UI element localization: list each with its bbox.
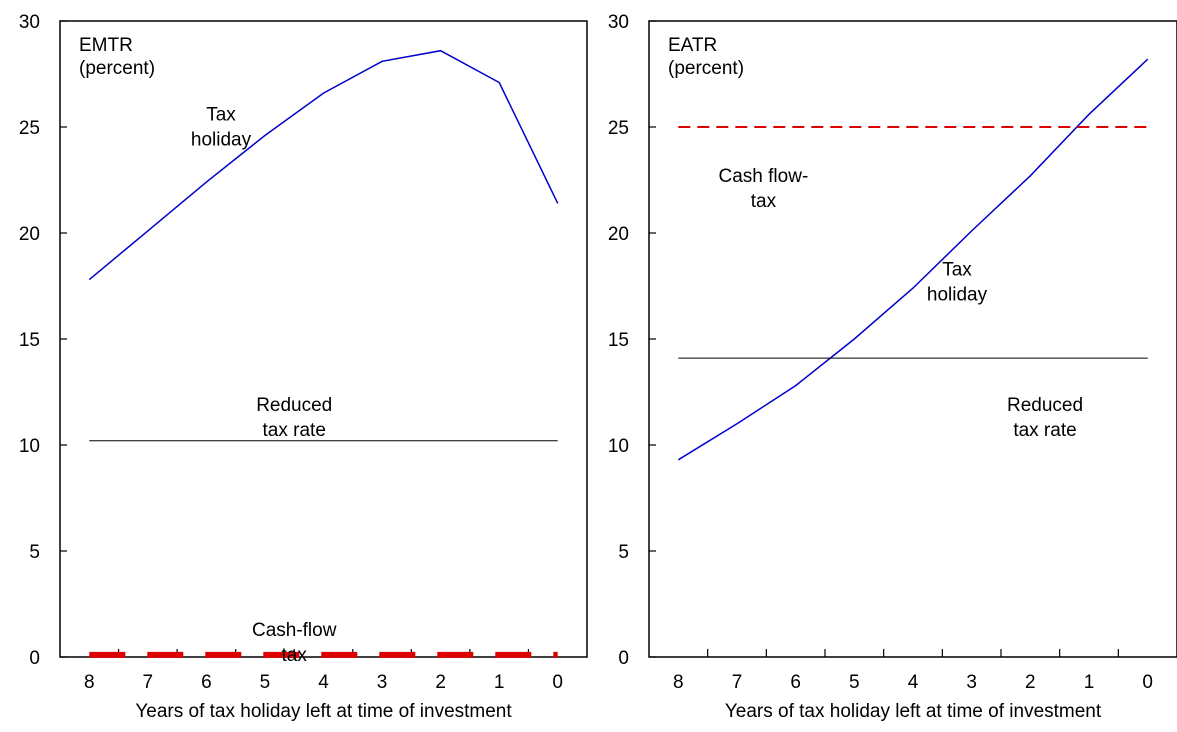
y-tick-label: 30 <box>19 12 40 33</box>
x-tick-label: 0 <box>1142 672 1153 693</box>
y-axis-label: EATR <box>668 35 717 56</box>
y-tick-label: 20 <box>19 224 40 245</box>
y-axis-label: (percent) <box>668 58 744 79</box>
annotation-label: tax <box>282 645 308 666</box>
x-axis-label: Years of tax holiday left at time of inv… <box>135 701 512 722</box>
x-tick-label: 8 <box>84 672 95 693</box>
x-tick-label: 3 <box>966 672 977 693</box>
annotation-label: Tax <box>942 259 972 280</box>
y-tick-label: 15 <box>608 330 629 351</box>
x-tick-label: 0 <box>552 672 563 693</box>
plot-frame <box>648 20 1177 658</box>
x-tick-label: 5 <box>260 672 271 693</box>
x-tick-label: 1 <box>494 672 505 693</box>
annotation-label: tax rate <box>263 420 326 441</box>
y-axis-label: (percent) <box>79 58 155 79</box>
x-tick-label: 7 <box>732 672 743 693</box>
x-tick-label: 4 <box>318 672 329 693</box>
x-tick-label: 2 <box>435 672 446 693</box>
annotation-label: tax rate <box>1013 420 1076 441</box>
series-line-tax-holiday <box>88 49 559 281</box>
annotation-label: Reduced <box>1007 395 1083 416</box>
x-tick-label: 5 <box>849 672 860 693</box>
annotation-label: tax <box>751 191 777 212</box>
y-tick-label: 10 <box>608 436 629 457</box>
annotation-label: Reduced <box>256 395 332 416</box>
y-tick-label: 25 <box>19 118 40 139</box>
y-tick-label: 5 <box>29 542 40 563</box>
annotation-label: Cash-flow <box>252 620 337 641</box>
x-axis-label: Years of tax holiday left at time of inv… <box>725 701 1102 722</box>
x-tick-label: 2 <box>1025 672 1036 693</box>
y-tick-label: 0 <box>29 648 40 669</box>
annotation-label: holiday <box>927 284 988 305</box>
annotation-label: Tax <box>206 105 236 126</box>
annotation-label: holiday <box>191 130 252 151</box>
y-axis-label: EMTR <box>79 35 133 56</box>
plot-frame <box>59 20 588 658</box>
x-tick-label: 3 <box>377 672 388 693</box>
x-tick-label: 6 <box>201 672 212 693</box>
x-tick-label: 7 <box>143 672 154 693</box>
x-tick-label: 4 <box>908 672 919 693</box>
y-tick-label: 20 <box>608 224 629 245</box>
x-tick-label: 8 <box>673 672 684 693</box>
x-tick-label: 1 <box>1084 672 1095 693</box>
y-tick-label: 10 <box>19 436 40 457</box>
y-tick-label: 30 <box>608 12 629 33</box>
x-tick-label: 6 <box>790 672 801 693</box>
y-tick-label: 5 <box>618 542 629 563</box>
y-tick-label: 0 <box>618 648 629 669</box>
y-tick-label: 25 <box>608 118 629 139</box>
series-line-tax-holiday <box>677 58 1149 461</box>
annotation-label: Cash flow- <box>719 166 809 187</box>
y-tick-label: 15 <box>19 330 40 351</box>
